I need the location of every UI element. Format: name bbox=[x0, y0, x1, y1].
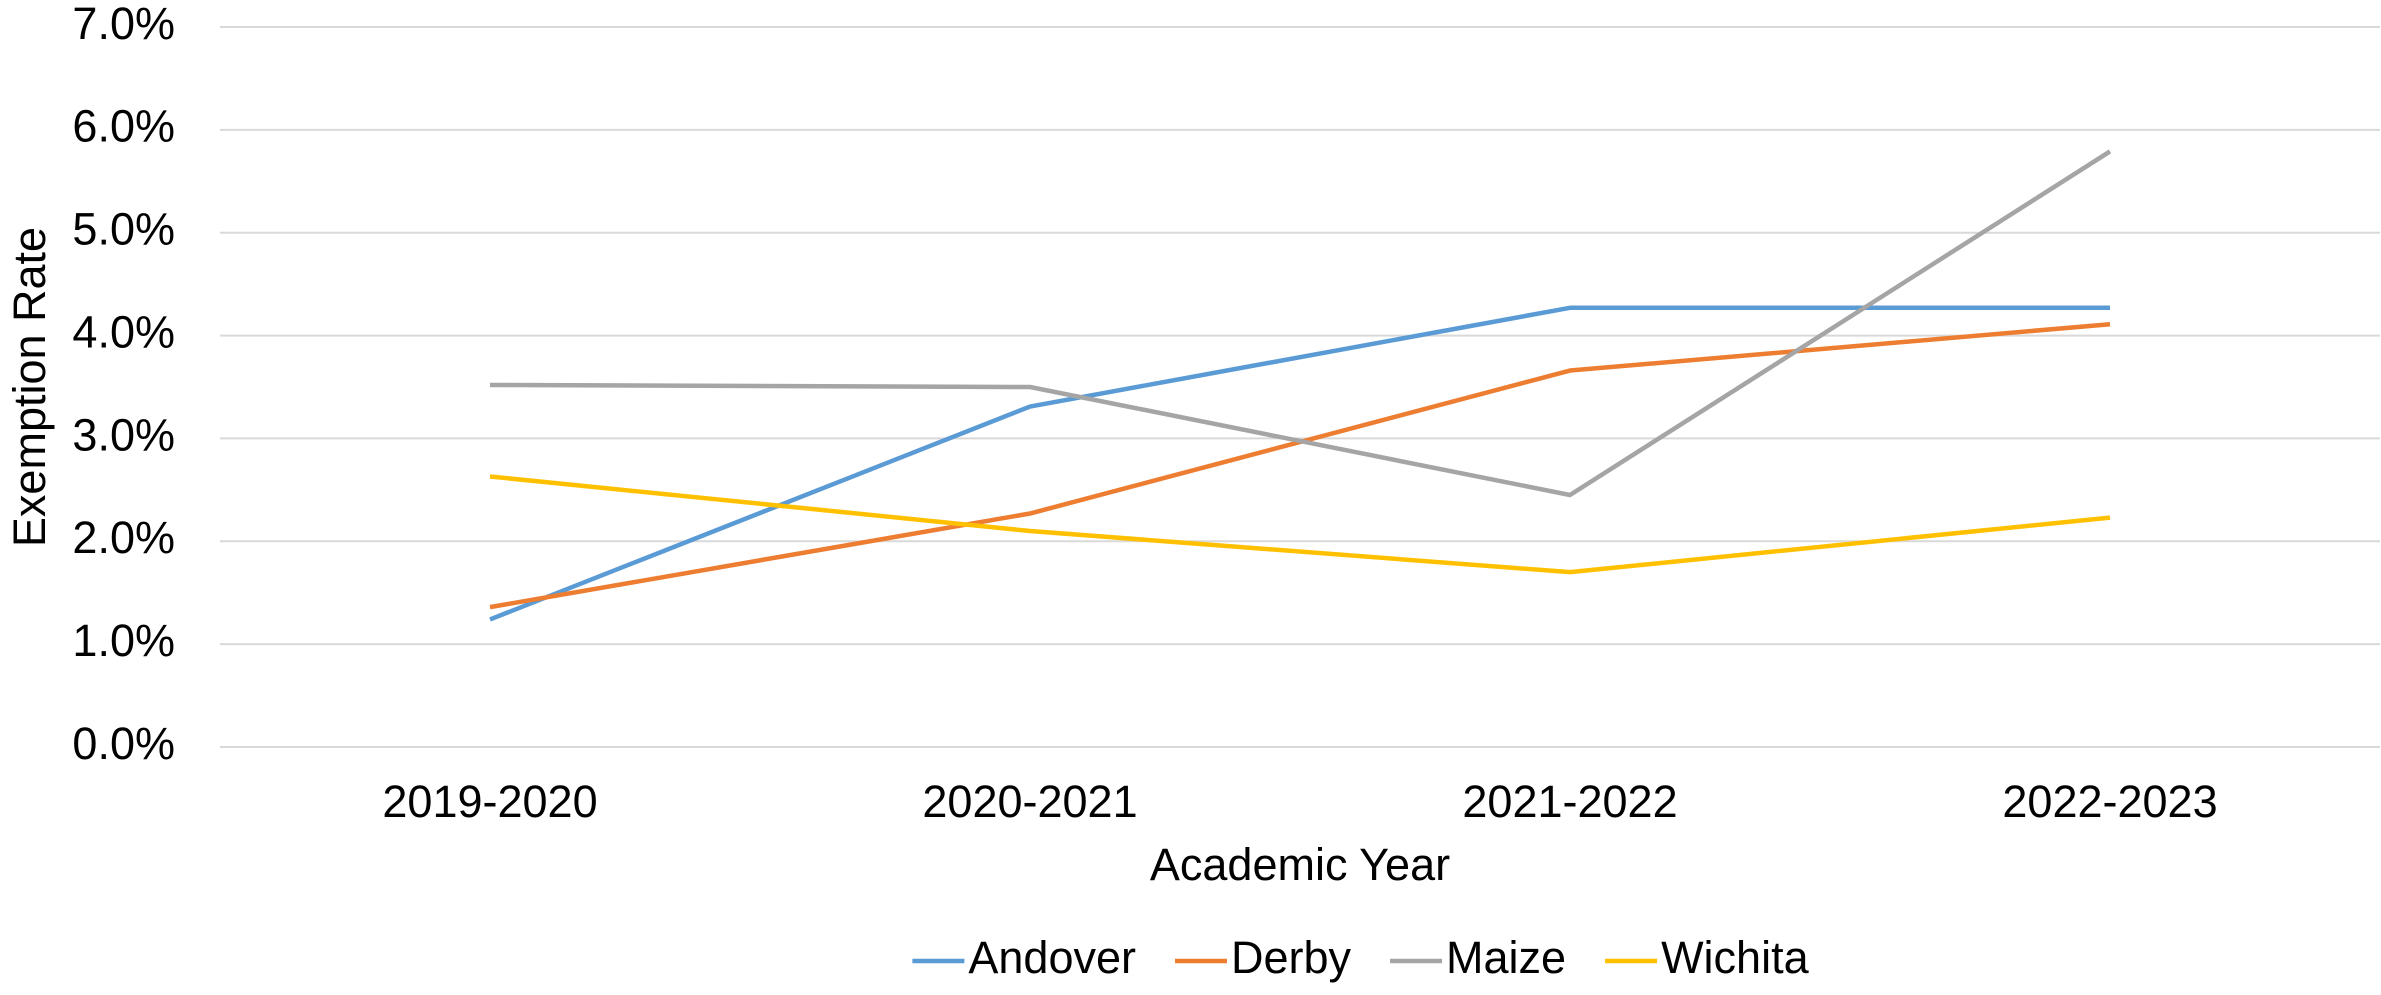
series-line bbox=[489, 305, 2110, 622]
x-tick-label: 2021-2022 bbox=[1462, 776, 1677, 827]
series-line bbox=[489, 149, 2112, 498]
series-line bbox=[489, 474, 2111, 575]
y-tick-label: 1.0% bbox=[72, 615, 175, 666]
y-tick-label: 5.0% bbox=[72, 204, 175, 255]
x-tick-label: 2019-2020 bbox=[382, 776, 597, 827]
y-tick-label: 2.0% bbox=[72, 512, 175, 563]
legend-label: Andover bbox=[968, 932, 1136, 983]
x-axis-title: Academic Year bbox=[1150, 839, 1450, 890]
y-tick-label: 3.0% bbox=[72, 409, 175, 460]
legend-label: Wichita bbox=[1661, 932, 1809, 983]
x-tick-label: 2020-2021 bbox=[922, 776, 1137, 827]
y-axis-title: Exemption Rate bbox=[4, 227, 55, 547]
x-tick-label: 2022-2023 bbox=[2002, 776, 2217, 827]
y-tick-label: 4.0% bbox=[72, 306, 175, 357]
legend-label: Maize bbox=[1446, 932, 1566, 983]
series-line bbox=[489, 322, 2111, 610]
y-tick-label: 6.0% bbox=[72, 101, 175, 152]
legend-label: Derby bbox=[1231, 932, 1352, 983]
y-tick-label: 0.0% bbox=[72, 718, 175, 769]
y-tick-label: 7.0% bbox=[72, 0, 175, 49]
